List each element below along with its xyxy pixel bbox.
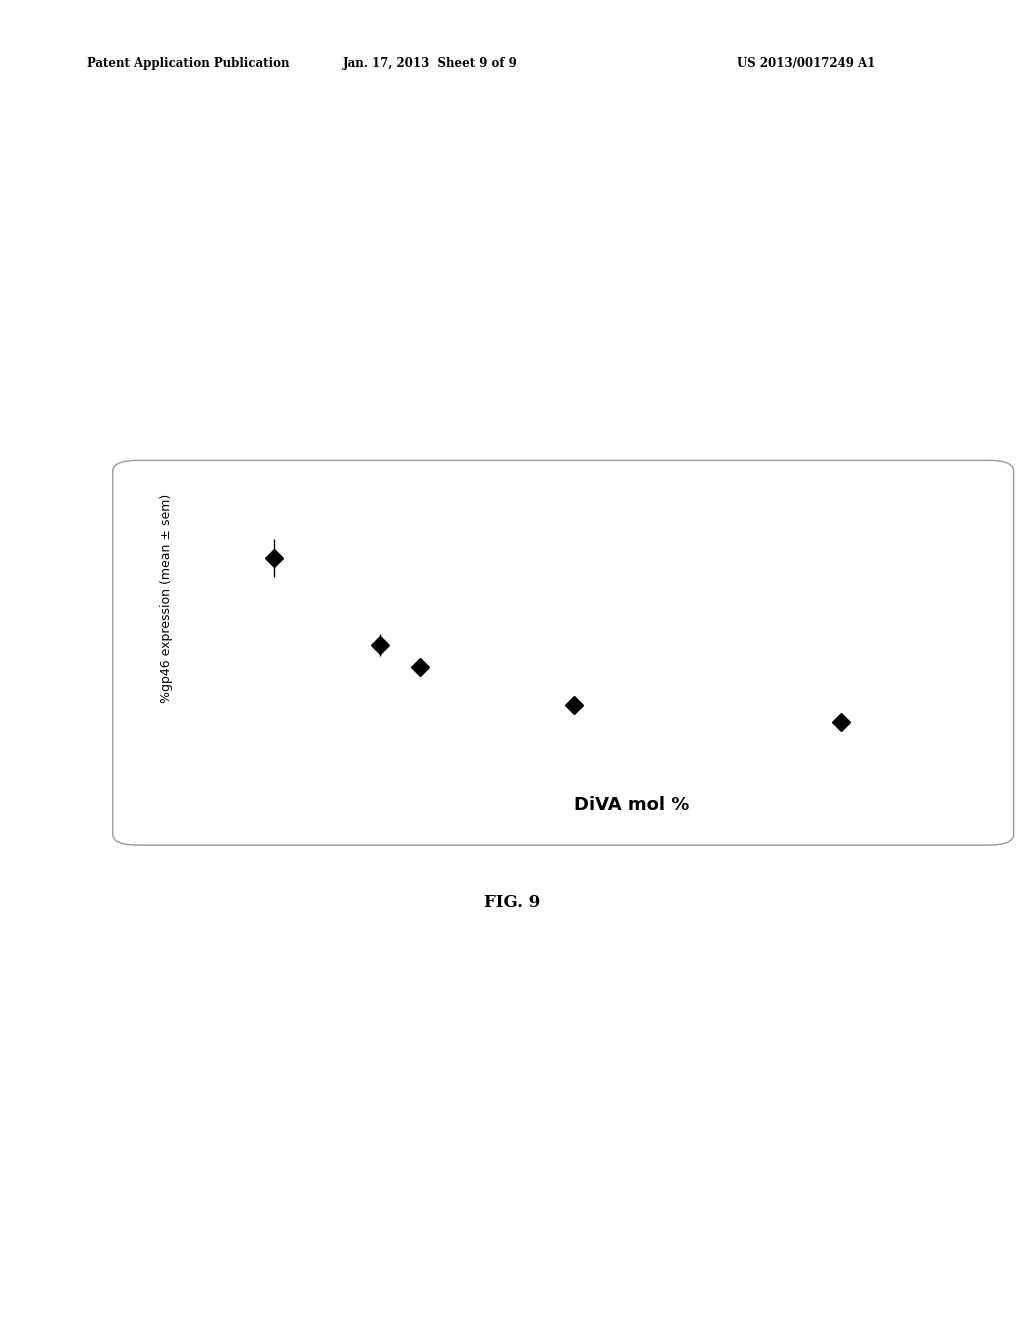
Text: FIG. 9: FIG. 9 [484, 894, 540, 911]
Text: US 2013/0017249 A1: US 2013/0017249 A1 [737, 57, 876, 70]
Text: Jan. 17, 2013  Sheet 9 of 9: Jan. 17, 2013 Sheet 9 of 9 [343, 57, 517, 70]
Text: Patent Application Publication: Patent Application Publication [87, 57, 290, 70]
Text: DiVA mol %: DiVA mol % [573, 796, 689, 814]
Text: %gp46 expression (mean ± sem): %gp46 expression (mean ± sem) [161, 494, 173, 704]
FancyBboxPatch shape [113, 461, 1014, 845]
